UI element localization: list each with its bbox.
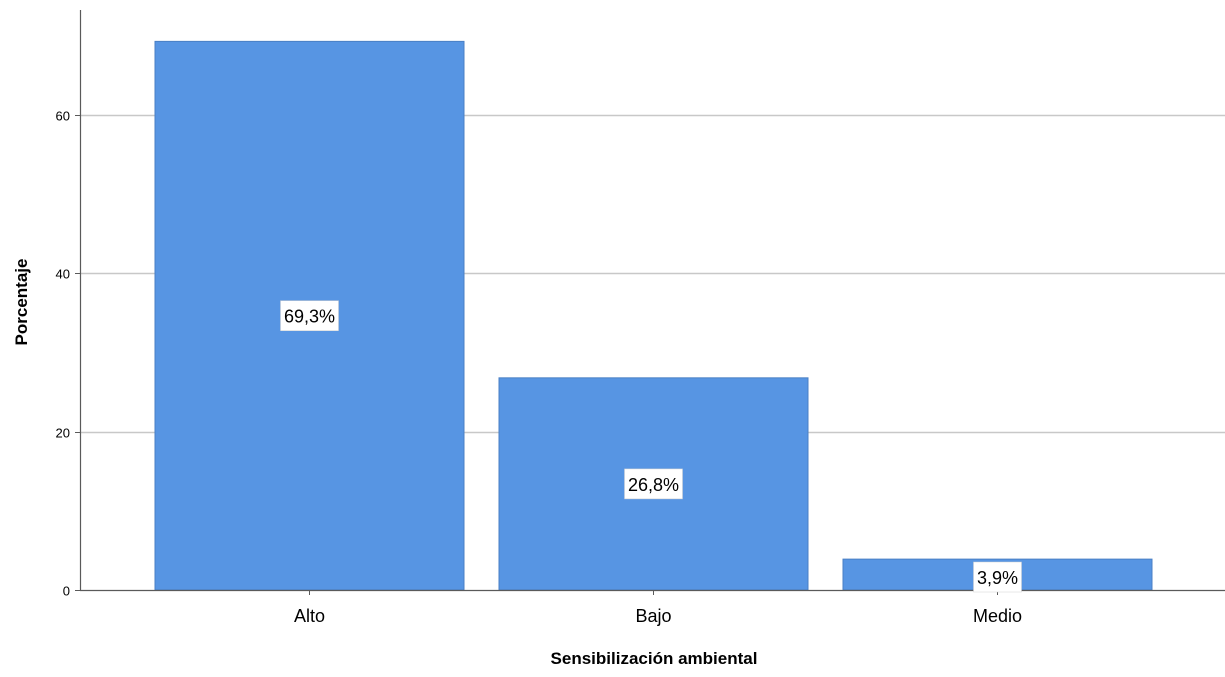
data-label-box (624, 468, 683, 500)
y-tick-label: 60 (56, 109, 70, 124)
data-label-text: 3,9% (977, 568, 1018, 588)
data-label-text: 26,8% (628, 475, 679, 495)
x-tick-label: Bajo (635, 606, 671, 626)
data-label: 69,3% (280, 300, 339, 331)
y-tick-label: 0 (63, 584, 70, 599)
x-tick-label: Medio (973, 606, 1022, 626)
data-label: 26,8% (624, 468, 683, 500)
x-axis-title: Sensibilización ambiental (551, 649, 758, 668)
data-label-box (280, 300, 339, 331)
y-tick-label: 20 (56, 426, 70, 441)
x-tick-label: Alto (294, 606, 325, 626)
y-axis-title: Porcentaje (12, 259, 31, 346)
data-label: 3,9% (973, 561, 1022, 593)
data-label-box (973, 561, 1022, 593)
y-tick-label: 40 (56, 267, 70, 282)
data-labels: 69,3% 26,8% 3,9% (280, 300, 1022, 593)
axes: 0 20 40 60 Alto Bajo Medio (56, 10, 1225, 626)
data-label-text: 69,3% (284, 307, 335, 327)
